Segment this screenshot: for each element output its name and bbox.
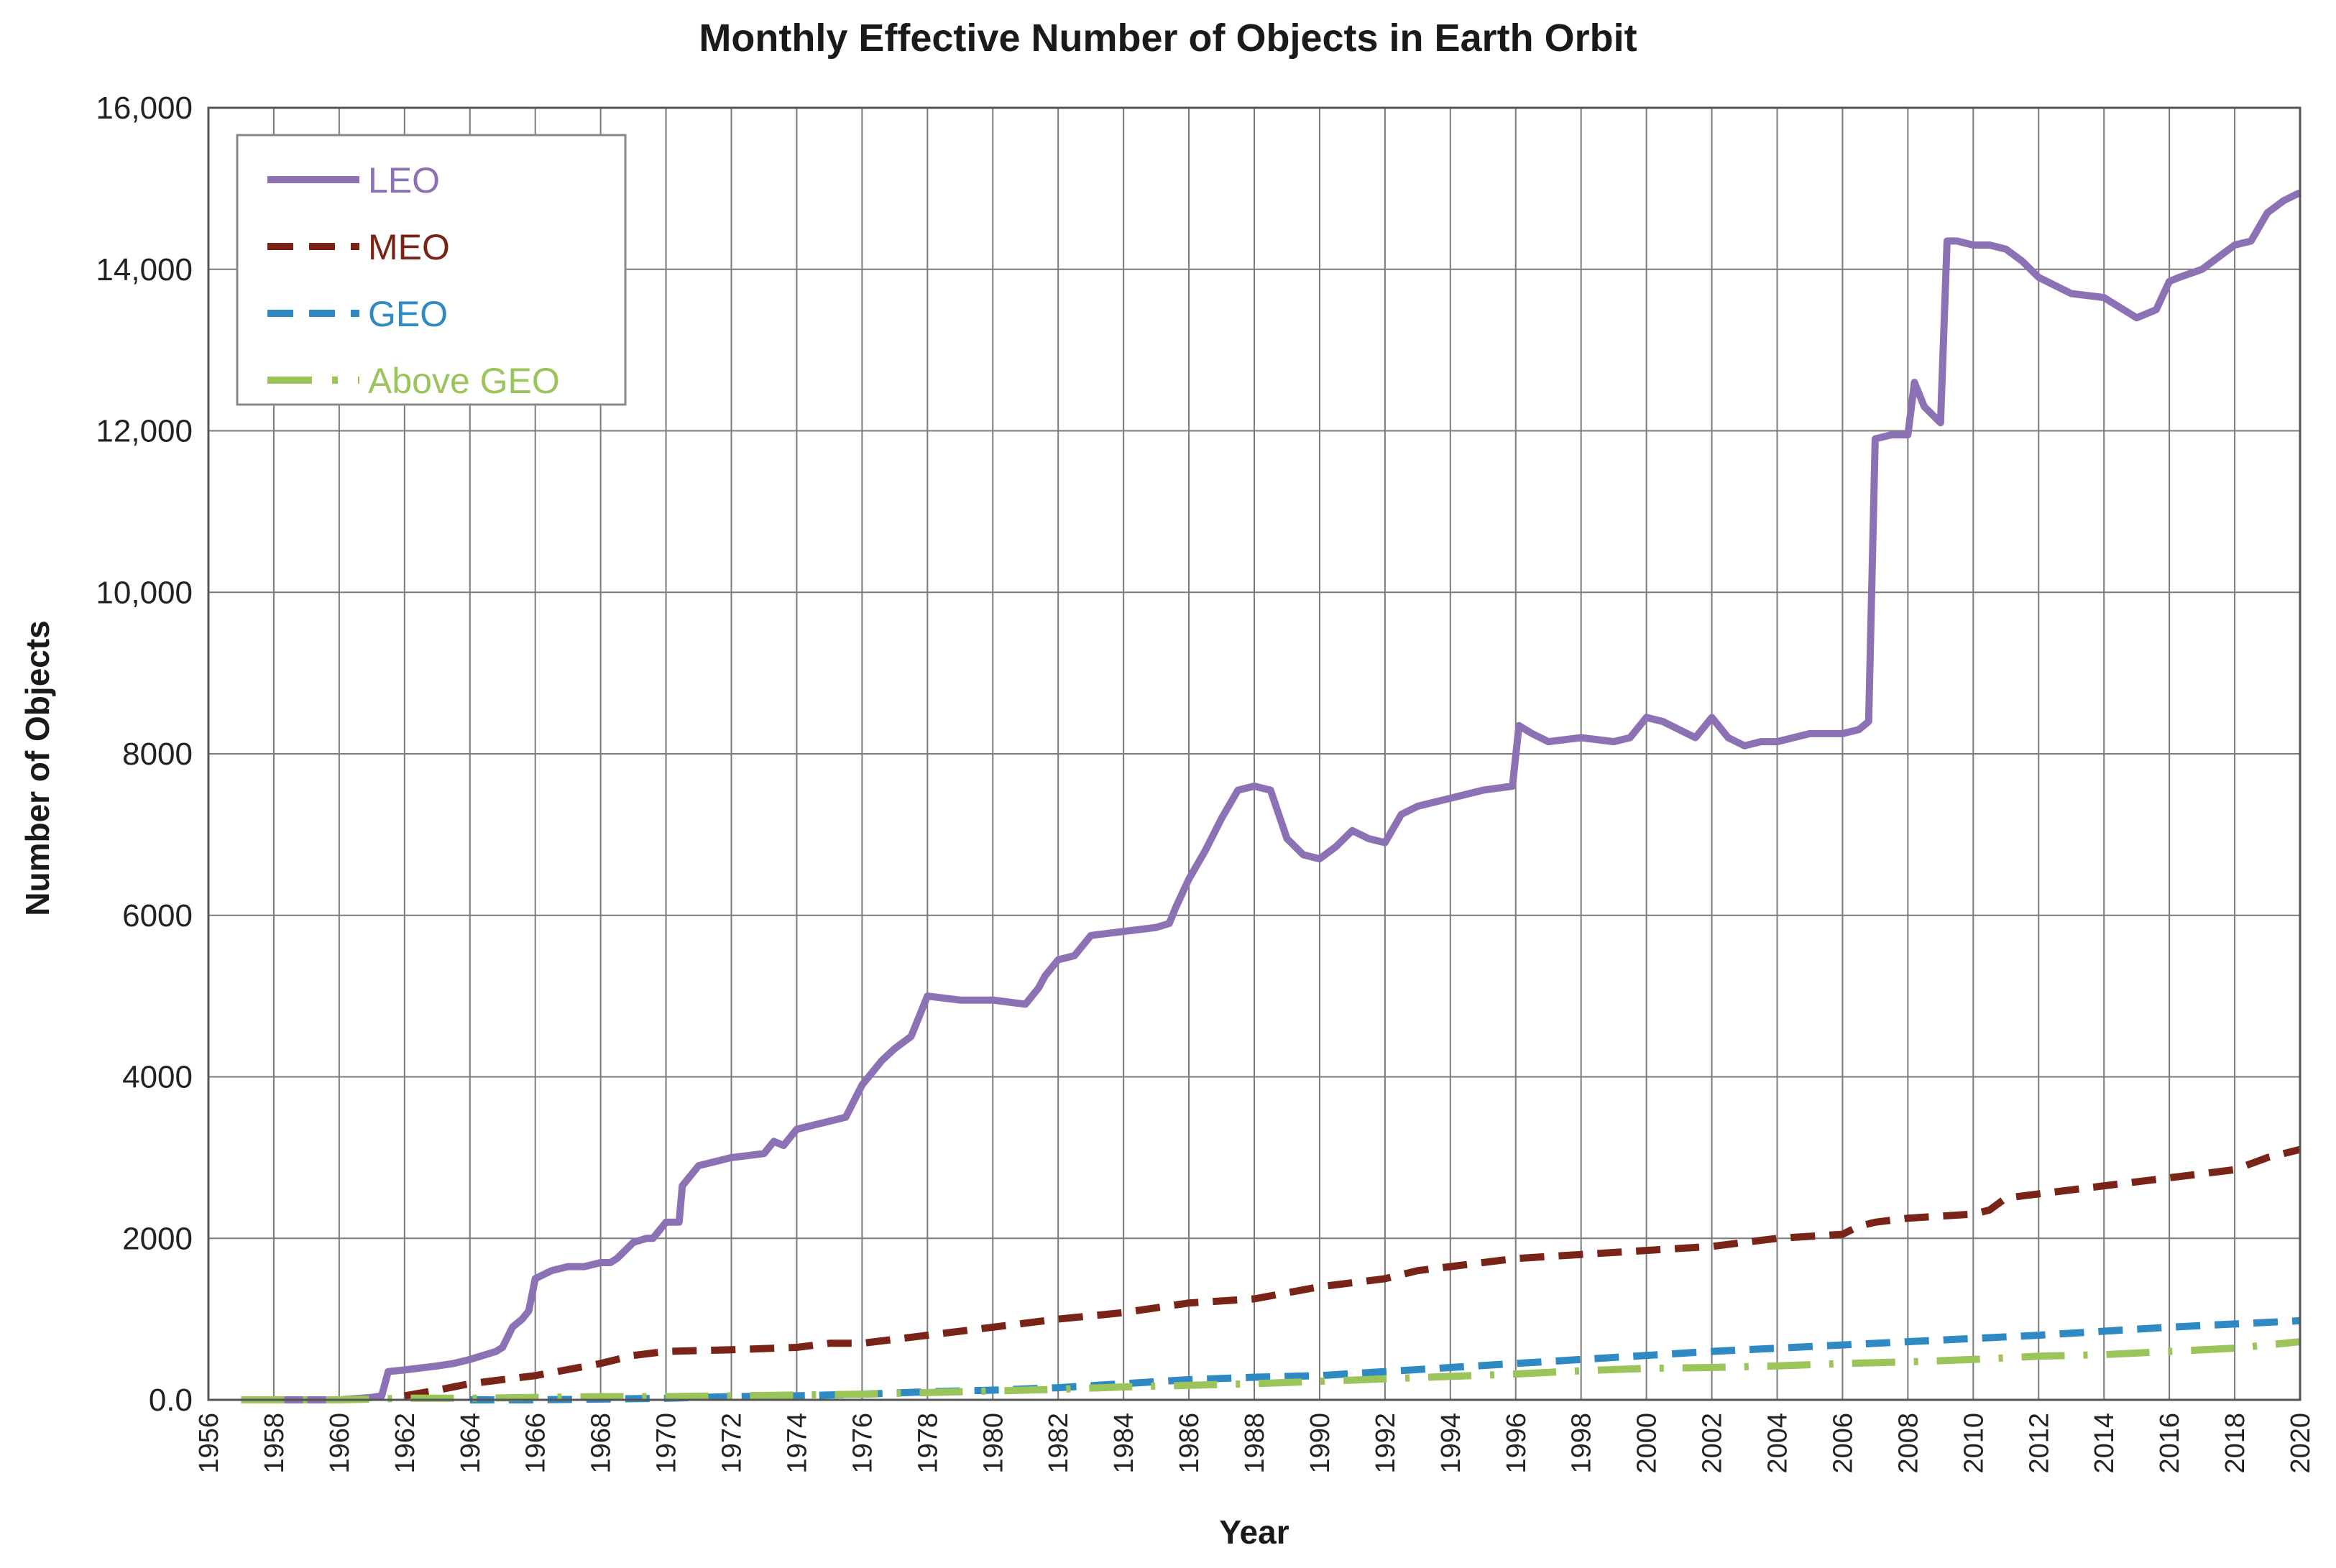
x-tick-label: 1956 — [194, 1413, 224, 1474]
series-lines — [241, 189, 2302, 1403]
x-tick-label: 2008 — [1893, 1413, 1923, 1474]
y-axis-label: Number of Objects — [19, 620, 56, 916]
series-line-leo — [241, 189, 2302, 1403]
x-tick-label: 1972 — [717, 1413, 748, 1474]
legend-label: GEO — [368, 294, 448, 334]
legend-label: LEO — [368, 160, 440, 200]
x-tick-label: 2020 — [2286, 1413, 2316, 1474]
y-tick-label: 8000 — [122, 737, 193, 772]
series-line-above-geo — [241, 1338, 2301, 1403]
x-axis-ticks: 1956 1958 1960 1962 1964 1966 1968 1970 1972 1974… — [194, 1413, 2316, 1474]
legend-label: Above GEO — [368, 361, 560, 401]
x-tick-label: 1992 — [1371, 1413, 1401, 1474]
plot-frame — [207, 106, 2301, 1401]
x-tick-label: 2010 — [1959, 1413, 1989, 1474]
legend-item: Above GEO — [267, 361, 560, 401]
legend: LEO MEO GEO Above GEO — [236, 134, 627, 406]
x-tick-label: 1982 — [1044, 1413, 1074, 1474]
series-line-meo — [403, 1145, 2301, 1400]
x-tick-label: 1968 — [587, 1413, 617, 1474]
legend-item: MEO — [267, 227, 450, 267]
x-tick-label: 1998 — [1567, 1413, 1597, 1474]
y-tick-label: 12,000 — [96, 414, 193, 449]
y-tick-label: 16,000 — [96, 91, 193, 126]
x-tick-label: 2006 — [1828, 1413, 1858, 1474]
x-axis-label: Year — [1219, 1513, 1289, 1551]
x-tick-label: 2000 — [1632, 1413, 1663, 1474]
x-tick-label: 1970 — [652, 1413, 682, 1474]
x-tick-label: 1960 — [325, 1413, 355, 1474]
y-tick-label: 0.0 — [149, 1383, 193, 1418]
y-tick-label: 14,000 — [96, 252, 193, 287]
x-tick-label: 1976 — [847, 1413, 878, 1474]
x-tick-label: 1990 — [1305, 1413, 1335, 1474]
x-tick-label: 1962 — [390, 1413, 420, 1474]
chart-title: Monthly Effective Number of Objects in E… — [699, 17, 1637, 60]
x-tick-label: 1984 — [1109, 1413, 1139, 1474]
x-tick-label: 1964 — [456, 1413, 486, 1474]
x-tick-label: 1980 — [978, 1413, 1008, 1474]
x-tick-label: 1994 — [1436, 1413, 1466, 1474]
x-tick-label: 2016 — [2155, 1413, 2185, 1474]
legend-label: MEO — [368, 227, 450, 267]
x-tick-label: 2012 — [2024, 1413, 2054, 1474]
series-line-geo — [469, 1316, 2301, 1403]
y-tick-label: 4000 — [122, 1060, 193, 1095]
x-tick-label: 1958 — [259, 1413, 290, 1474]
legend-item: GEO — [267, 294, 448, 334]
y-axis-ticks: 0.0 2000 4000 6000 8000 10,000 12,000 14,000 16,… — [96, 91, 193, 1418]
x-tick-label: 1996 — [1502, 1413, 1532, 1474]
y-tick-label: 10,000 — [96, 575, 193, 610]
x-tick-label: 1978 — [913, 1413, 943, 1474]
legend-item: LEO — [267, 160, 440, 200]
x-tick-label: 1988 — [1240, 1413, 1270, 1474]
x-tick-label: 1966 — [521, 1413, 551, 1474]
x-tick-label: 2014 — [2089, 1413, 2120, 1474]
y-tick-label: 6000 — [122, 898, 193, 933]
x-tick-label: 1986 — [1174, 1413, 1205, 1474]
x-tick-label: 2002 — [1698, 1413, 1728, 1474]
x-tick-label: 2018 — [2220, 1413, 2250, 1474]
y-tick-label: 2000 — [122, 1221, 193, 1256]
x-tick-label: 1974 — [782, 1413, 812, 1474]
x-tick-label: 2004 — [1763, 1413, 1793, 1474]
